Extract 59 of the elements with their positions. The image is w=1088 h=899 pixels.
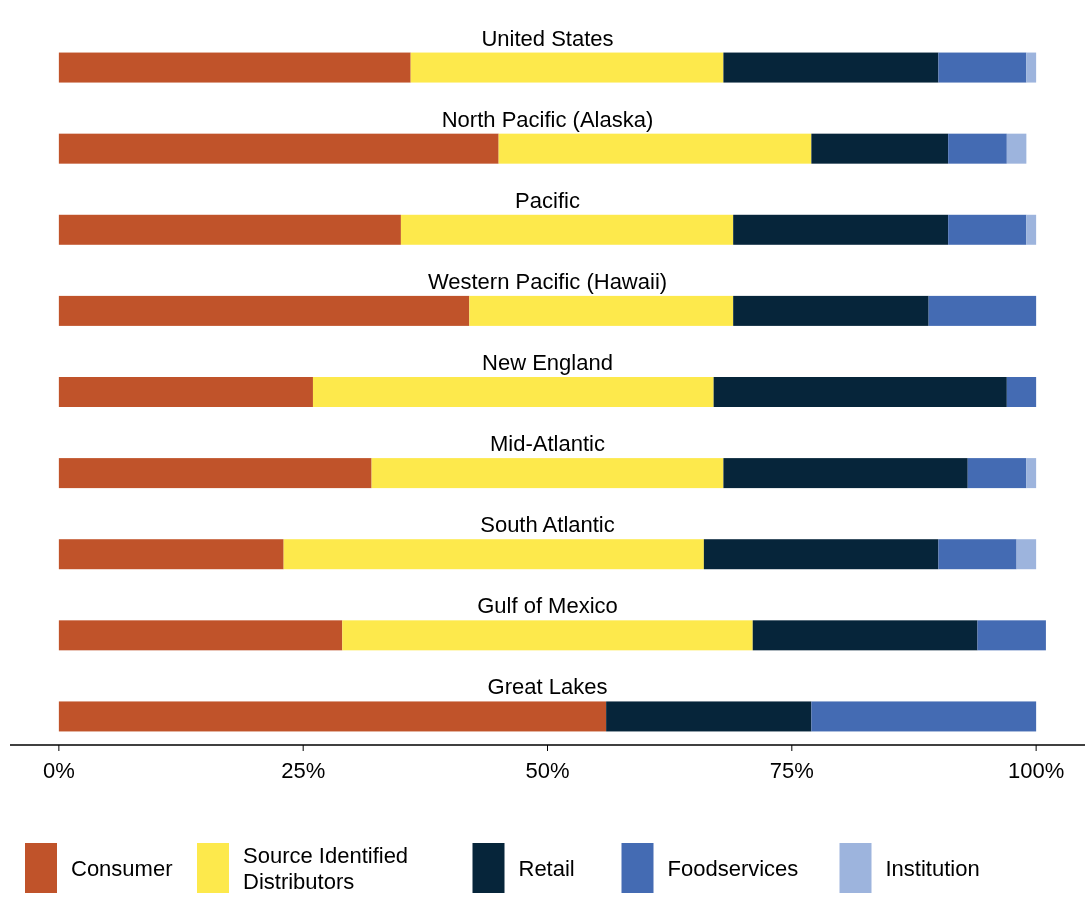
bar [723, 458, 968, 489]
y-tick-label: United States [481, 25, 614, 51]
bar [703, 539, 939, 570]
bar [811, 701, 1037, 732]
bar [410, 52, 724, 83]
x-tick-label: 75% [769, 758, 814, 783]
bar [733, 214, 949, 245]
bar [948, 214, 1027, 245]
bar [1026, 214, 1037, 245]
bar [606, 701, 812, 732]
bar [1026, 458, 1037, 489]
bar [752, 620, 978, 651]
bar [713, 377, 1007, 407]
bar [342, 620, 753, 651]
bar [58, 133, 499, 164]
bar [1026, 52, 1037, 83]
bar [58, 377, 313, 407]
x-tick-label: 0% [42, 758, 75, 783]
y-tick-label: Great Lakes [487, 674, 608, 700]
bar [948, 133, 1007, 164]
bar [938, 539, 1017, 570]
legend-label: Retail [518, 856, 575, 881]
bar [58, 539, 284, 570]
bar [58, 701, 607, 732]
y-tick-label: South Atlantic [480, 512, 615, 538]
legend-label: Consumer [71, 856, 173, 881]
legend-label: Institution [885, 856, 980, 881]
bar [371, 458, 724, 489]
x-tick-label: 25% [281, 758, 326, 783]
bar [1006, 133, 1027, 164]
bar [400, 214, 734, 245]
bar [928, 295, 1037, 326]
bar [967, 458, 1027, 489]
y-tick-label: Western Pacific (Hawaii) [427, 268, 668, 294]
bar [1016, 539, 1037, 570]
bar [469, 295, 734, 326]
bar [723, 52, 939, 83]
legend-label: Foodservices [667, 856, 799, 881]
y-tick-label: Mid-Atlantic [490, 431, 605, 457]
bar [312, 377, 714, 407]
bar [498, 133, 812, 164]
x-tick-label: 50% [525, 758, 570, 783]
bar [811, 133, 949, 164]
bar [283, 539, 704, 570]
legend-label: Source Identified Distributors [243, 843, 409, 894]
y-tick-label: Gulf of Mexico [477, 593, 618, 619]
y-tick-label: Pacific [515, 187, 580, 213]
y-tick-label: North Pacific (Alaska) [441, 106, 654, 132]
x-tick-label: 100% [1008, 758, 1065, 783]
bar [58, 214, 401, 245]
bar [58, 52, 411, 83]
bar [58, 295, 470, 326]
bar [938, 52, 1027, 83]
bar [733, 295, 929, 326]
bar [58, 458, 372, 489]
bar [58, 620, 343, 651]
bar [1006, 377, 1037, 407]
y-tick-label: New England [482, 350, 613, 375]
bar [977, 620, 1046, 651]
